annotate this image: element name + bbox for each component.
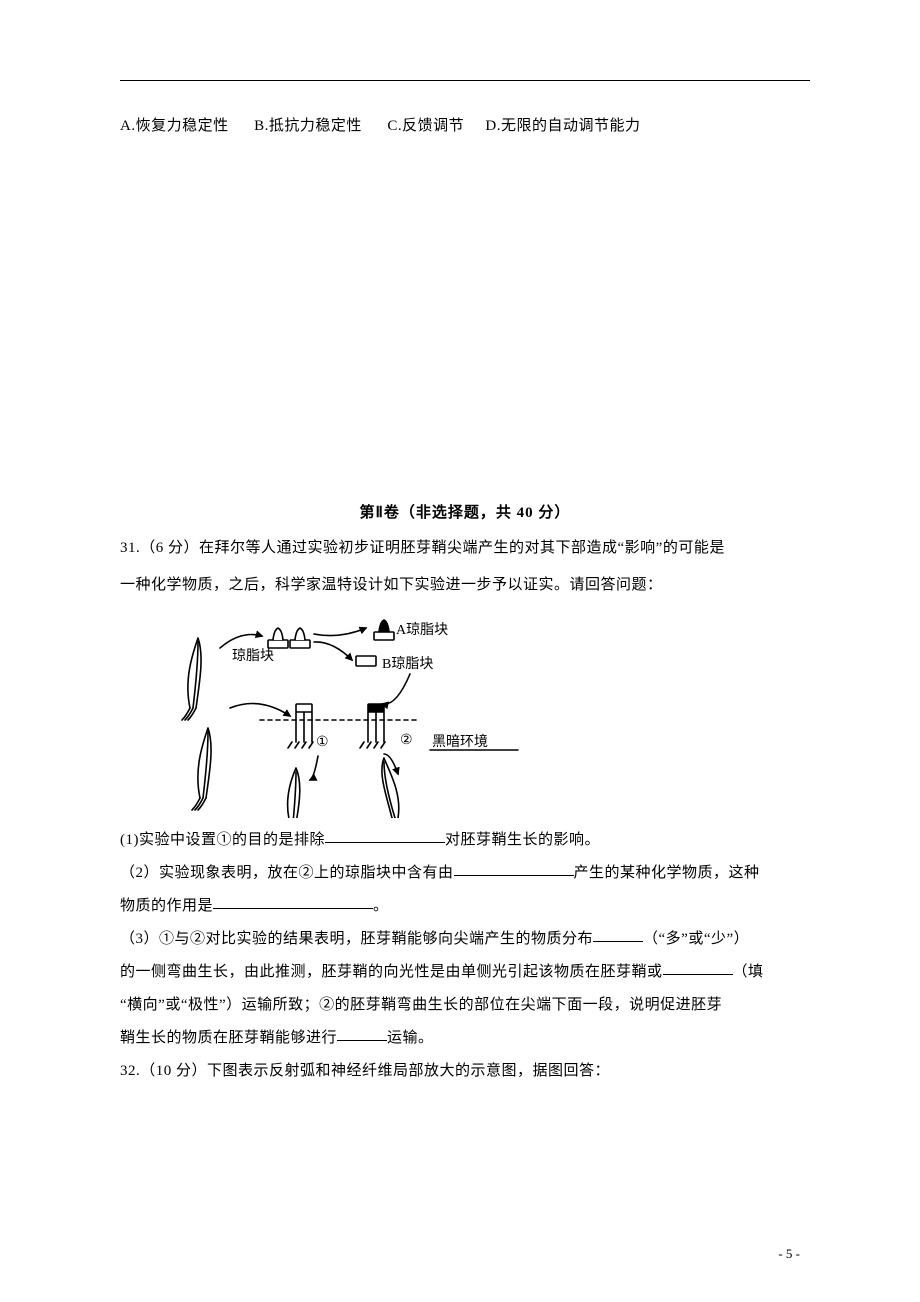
q31-sub3-l4-post: 运输。 (387, 1030, 434, 1046)
q31-sub1-pre: (1)实验中设置①的目的是排除 (120, 832, 325, 848)
blank-6[interactable] (337, 1025, 387, 1041)
q31-sub3-mid1: （“多”或“少”） (643, 931, 749, 947)
q31-sub2-mid: 产生的某种化学物质，这种 (574, 865, 760, 881)
svg-text:A琼脂块: A琼脂块 (396, 622, 448, 638)
experiment-figure: 琼脂块 A琼脂块 B琼脂块 ① ② 黑暗环境 (160, 608, 810, 818)
option-a: A.恢复力稳定性 (120, 118, 229, 134)
q31-sub1-post: 对胚芽鞘生长的影响。 (445, 832, 600, 848)
page-number: - 5 - (778, 1246, 800, 1262)
q32-line: 32.（10 分）下图表示反射弧和神经纤维局部放大的示意图，据图回答： (120, 1055, 810, 1088)
q31-intro-line2: 一种化学物质，之后，科学家温特设计如下实验进一步予以证实。请回答问题： (120, 569, 810, 602)
blank-1[interactable] (325, 827, 445, 843)
q31-sub3-l2-post: （填 (733, 964, 764, 980)
svg-text:琼脂块: 琼脂块 (232, 648, 274, 664)
mc-options: A.恢复力稳定性 B.抵抗力稳定性 C.反馈调节 D.无限的自动调节能力 (120, 111, 810, 141)
svg-text:黑暗环境: 黑暗环境 (432, 734, 488, 750)
q31-sub2-pre: （2）实验现象表明，放在②上的琼脂块中含有由 (120, 865, 454, 881)
section-title: 第Ⅱ卷（非选择题，共 40 分） (120, 501, 810, 522)
option-c: C.反馈调节 (387, 118, 464, 134)
option-b: B.抵抗力稳定性 (254, 118, 362, 134)
q31-sub3-line1: （3）①与②对比实验的结果表明，胚芽鞘能够向尖端产生的物质分布 （“多”或“少”） (120, 923, 810, 956)
blank-2[interactable] (454, 860, 574, 876)
q31-sub3-pre: （3）①与②对比实验的结果表明，胚芽鞘能够向尖端产生的物质分布 (120, 931, 593, 947)
q31-sub3-l2-pre: 的一侧弯曲生长，由此推测，胚芽鞘的向光性是由单侧光引起该物质在胚芽鞘或 (120, 964, 663, 980)
q31-sub2-line1: （2）实验现象表明，放在②上的琼脂块中含有由 产生的某种化学物质，这种 (120, 857, 810, 890)
q31-intro-line1: 31.（6 分）在拜尔等人通过实验初步证明胚芽鞘尖端产生的对其下部造成“影响”的… (120, 532, 810, 565)
q31-sub2-l2-pre: 物质的作用是 (120, 898, 213, 914)
blank-5[interactable] (663, 959, 733, 975)
top-rule (120, 80, 810, 81)
svg-text:①: ① (316, 735, 329, 750)
q31-sub3-line2: 的一侧弯曲生长，由此推测，胚芽鞘的向光性是由单侧光引起该物质在胚芽鞘或 （填 (120, 956, 810, 989)
q31-sub2-line2: 物质的作用是 。 (120, 890, 810, 923)
option-d: D.无限的自动调节能力 (485, 118, 640, 134)
blank-4[interactable] (593, 926, 643, 942)
q31-sub3-l4-pre: 鞘生长的物质在胚芽鞘能够进行 (120, 1030, 337, 1046)
svg-text:B琼脂块: B琼脂块 (382, 656, 433, 672)
q31-sub2-l2-post: 。 (373, 898, 389, 914)
q31-sub1: (1)实验中设置①的目的是排除 对胚芽鞘生长的影响。 (120, 824, 810, 857)
svg-text:②: ② (400, 733, 413, 748)
q31-sub3-line3: “横向”或“极性”）运输所致；②的胚芽鞘弯曲生长的部位在尖端下面一段，说明促进胚… (120, 989, 810, 1022)
blank-3[interactable] (213, 893, 373, 909)
q31-sub3-line4: 鞘生长的物质在胚芽鞘能够进行 运输。 (120, 1022, 810, 1055)
